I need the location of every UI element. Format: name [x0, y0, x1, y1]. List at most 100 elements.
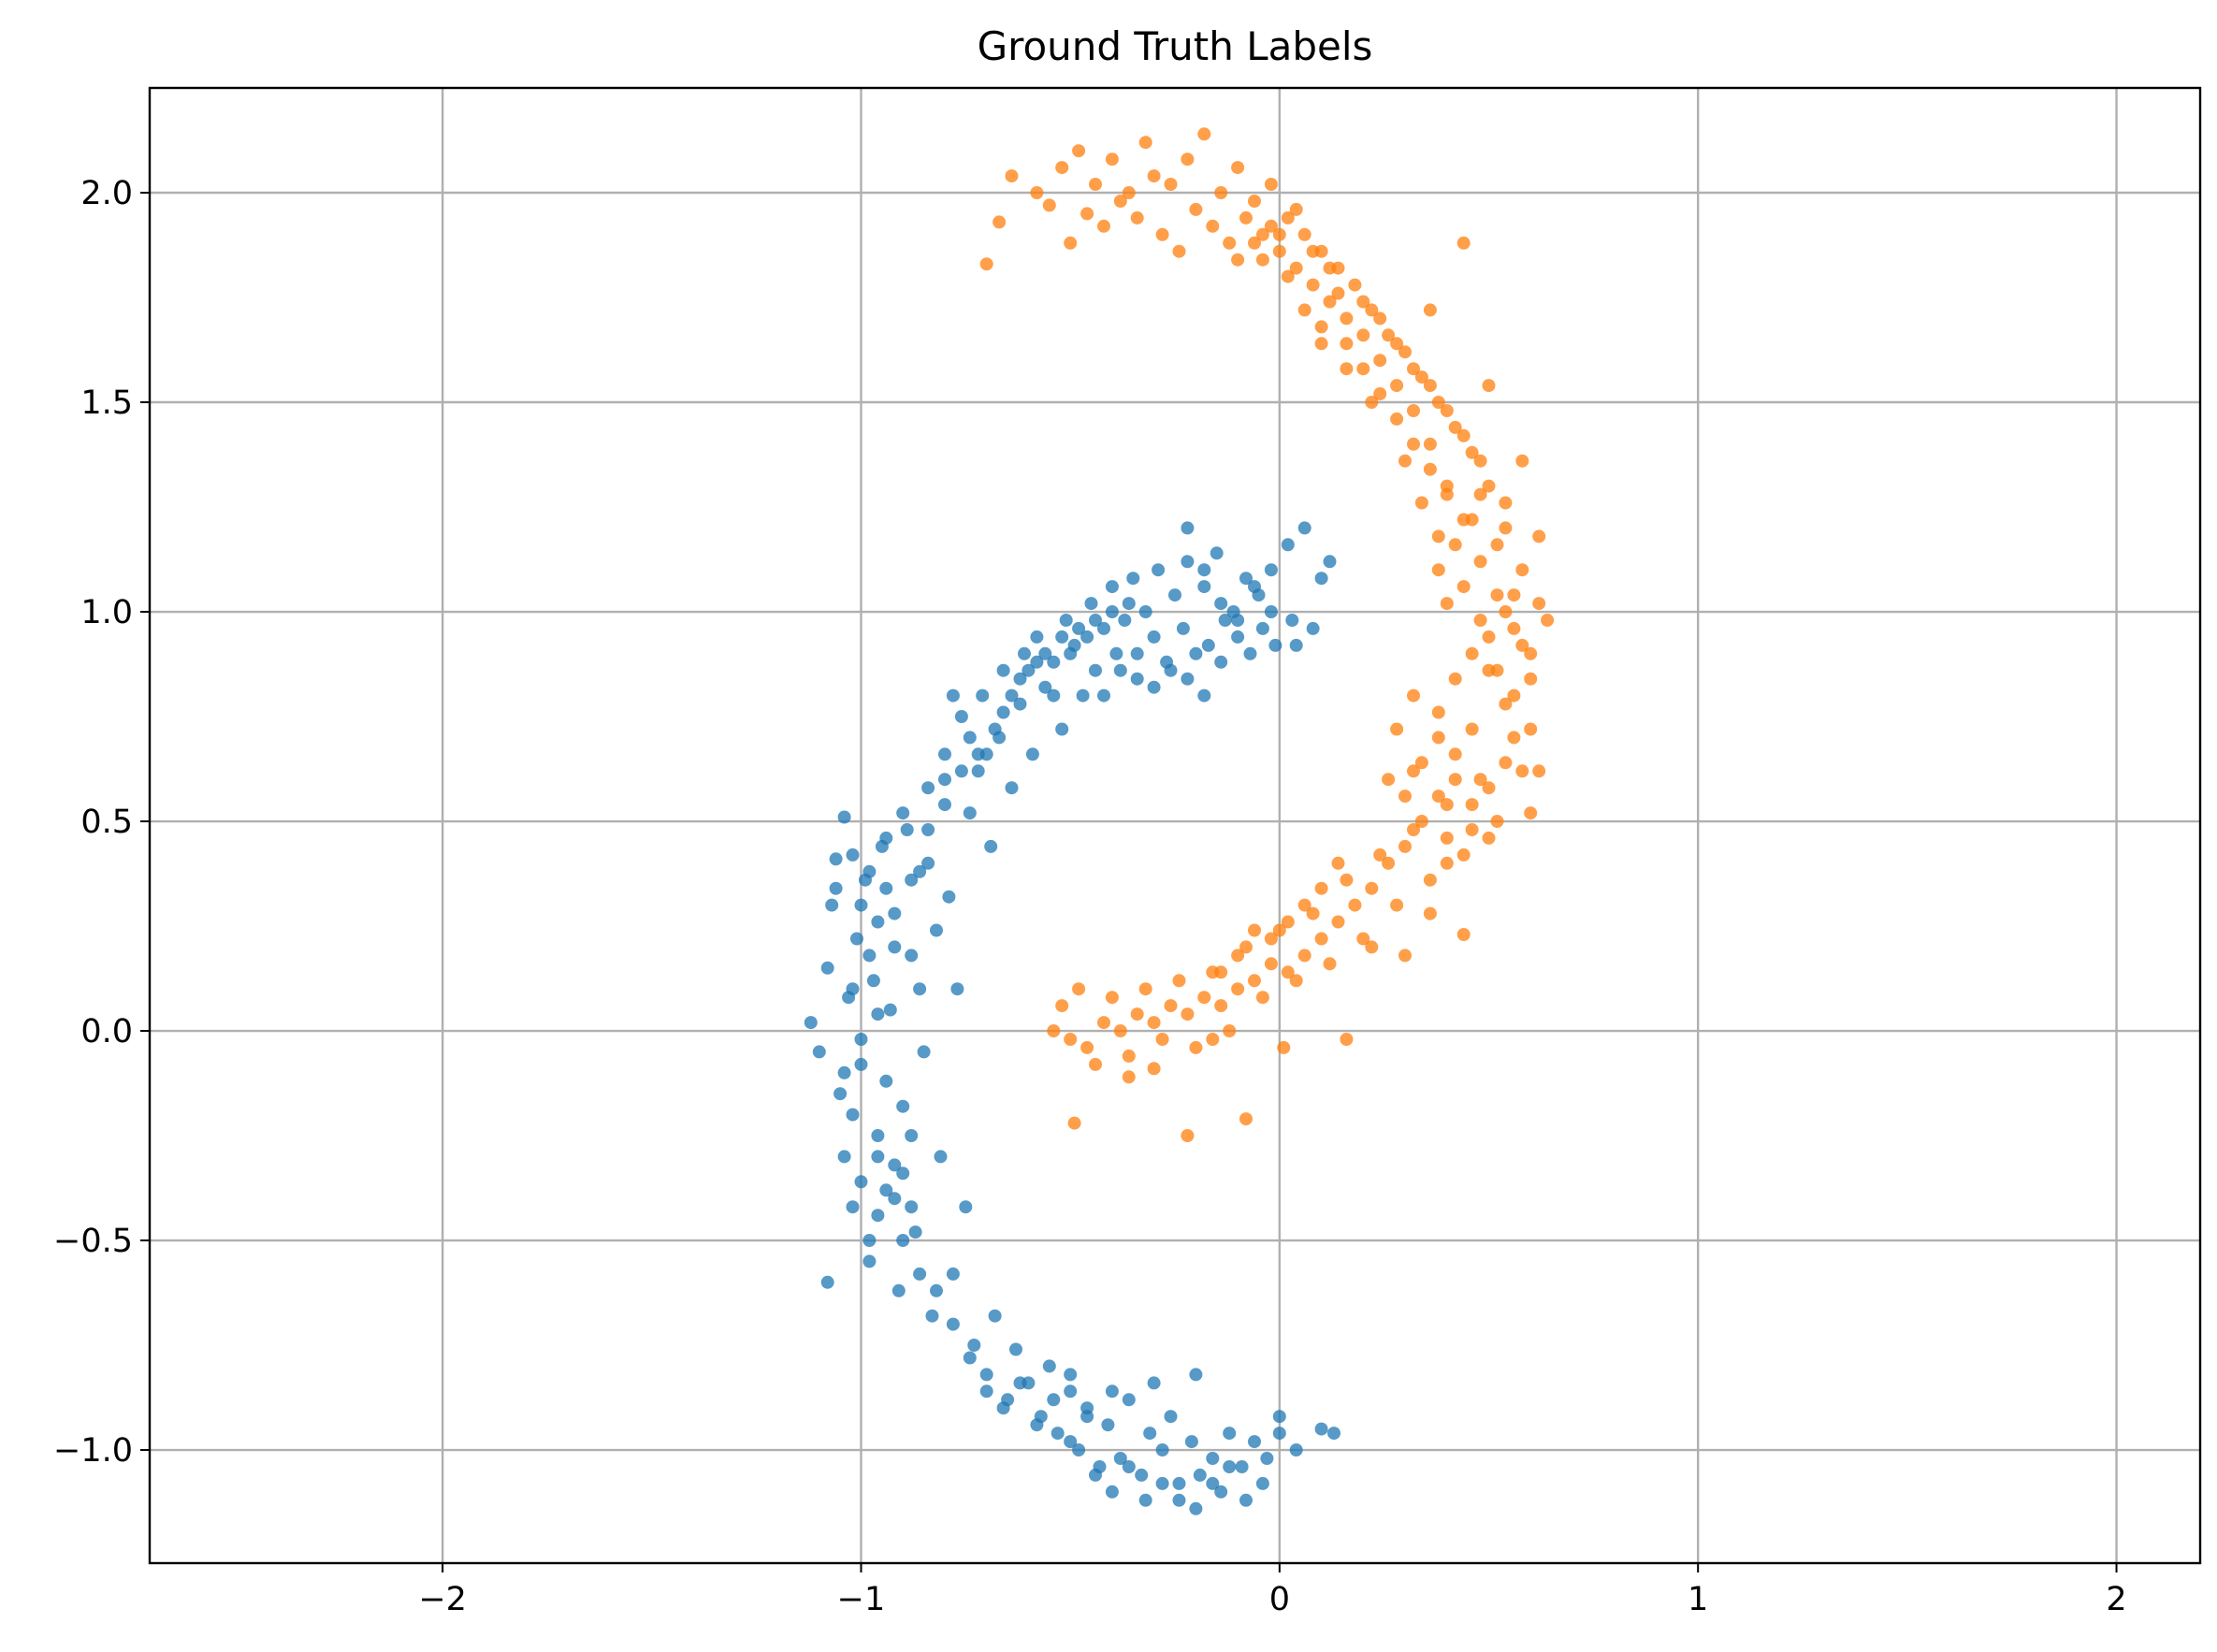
data-point-orange	[1365, 881, 1379, 895]
data-point-orange	[1499, 521, 1513, 535]
data-point-orange	[1264, 957, 1278, 971]
data-point-blue	[1089, 1468, 1102, 1482]
data-point-orange	[1431, 705, 1445, 719]
data-point-orange	[1407, 404, 1420, 417]
data-point-orange	[1382, 856, 1396, 870]
data-point-orange	[1490, 538, 1504, 552]
data-point-blue	[1176, 621, 1190, 635]
data-point-blue	[891, 1283, 906, 1297]
data-point-blue	[1030, 630, 1044, 644]
data-point-blue	[967, 1339, 981, 1352]
data-point-blue	[1155, 1476, 1169, 1490]
data-point-blue	[1080, 1410, 1094, 1424]
data-point-orange	[1122, 1070, 1136, 1084]
data-point-orange	[1080, 1040, 1094, 1054]
data-point-orange	[1289, 261, 1303, 275]
data-point-orange	[1231, 982, 1245, 996]
data-point-blue	[1285, 614, 1299, 627]
data-point-blue	[1181, 672, 1195, 686]
data-point-blue	[1005, 688, 1019, 703]
data-point-orange	[1323, 295, 1337, 309]
data-point-blue	[1248, 1435, 1261, 1449]
data-point-orange	[1532, 597, 1546, 611]
data-point-blue	[871, 1129, 885, 1142]
data-point-orange	[993, 215, 1007, 229]
chart-title: Ground Truth Labels	[978, 23, 1373, 69]
data-point-orange	[1197, 991, 1211, 1005]
data-point-blue	[905, 1129, 919, 1142]
data-point-orange	[1072, 982, 1086, 996]
data-point-blue	[959, 1200, 973, 1214]
data-point-blue	[854, 1033, 868, 1046]
data-point-blue	[925, 1309, 939, 1323]
data-point-blue	[1306, 621, 1320, 635]
data-point-orange	[1507, 621, 1521, 635]
x-tick-label: −1	[837, 1581, 886, 1618]
data-point-orange	[1272, 227, 1286, 241]
data-point-blue	[1323, 555, 1337, 569]
data-point-orange	[1297, 303, 1311, 317]
data-point-blue	[1327, 1427, 1340, 1441]
data-point-orange	[1431, 790, 1445, 804]
data-point-orange	[1465, 513, 1479, 527]
data-point-blue	[1097, 688, 1110, 703]
data-point-orange	[1507, 731, 1521, 745]
data-point-blue	[1297, 521, 1311, 535]
data-point-orange	[1473, 454, 1487, 468]
data-point-blue	[1138, 1493, 1152, 1507]
data-point-orange	[1297, 898, 1311, 912]
data-point-orange	[1482, 831, 1496, 845]
data-point-blue	[896, 1234, 910, 1247]
data-point-blue	[1147, 680, 1161, 694]
data-point-blue	[1122, 1460, 1136, 1473]
data-point-orange	[1340, 1033, 1354, 1046]
data-point-orange	[1297, 227, 1311, 241]
data-point-blue	[1030, 655, 1044, 669]
data-point-blue	[938, 773, 951, 787]
data-point-blue	[1214, 655, 1228, 669]
data-point-blue	[1197, 563, 1211, 577]
data-point-blue	[846, 1200, 860, 1214]
data-point-orange	[1122, 186, 1136, 199]
data-point-blue	[1051, 1427, 1065, 1441]
data-point-blue	[1005, 781, 1019, 795]
data-point-orange	[1340, 873, 1354, 887]
data-point-orange	[1105, 152, 1119, 167]
data-point-blue	[854, 898, 868, 912]
data-point-blue	[971, 747, 985, 761]
data-point-blue	[1189, 1368, 1203, 1382]
data-point-blue	[905, 949, 919, 963]
data-point-orange	[1255, 253, 1269, 267]
data-point-orange	[1465, 823, 1479, 836]
data-point-blue	[1055, 630, 1069, 644]
data-point-orange	[1490, 588, 1504, 602]
data-point-orange	[1448, 747, 1462, 761]
data-point-blue	[1009, 1342, 1022, 1356]
data-point-orange	[1172, 244, 1186, 258]
data-point-orange	[1398, 454, 1412, 468]
data-point-orange	[1414, 756, 1428, 770]
data-point-blue	[930, 923, 943, 937]
y-tick-label: 1.5	[80, 384, 133, 422]
data-point-orange	[1248, 923, 1261, 937]
data-point-orange	[1047, 1024, 1061, 1037]
data-point-blue	[820, 1275, 834, 1289]
data-point-blue	[862, 864, 877, 878]
data-point-blue	[879, 1183, 893, 1197]
data-point-orange	[1373, 848, 1387, 862]
data-point-orange	[1331, 286, 1345, 300]
data-point-orange	[1373, 354, 1387, 368]
data-point-orange	[1515, 563, 1529, 577]
data-point-orange	[1524, 646, 1538, 660]
data-point-orange	[1423, 303, 1437, 317]
data-point-orange	[1172, 974, 1186, 988]
data-point-orange	[1390, 337, 1404, 351]
data-point-orange	[1490, 815, 1504, 828]
data-point-orange	[1314, 337, 1328, 351]
data-point-blue	[1260, 1452, 1274, 1465]
data-point-blue	[954, 710, 968, 723]
data-point-blue	[1272, 1427, 1286, 1441]
data-point-blue	[1118, 614, 1132, 627]
data-point-orange	[1272, 244, 1286, 258]
y-tick-label: 1.0	[80, 594, 133, 631]
